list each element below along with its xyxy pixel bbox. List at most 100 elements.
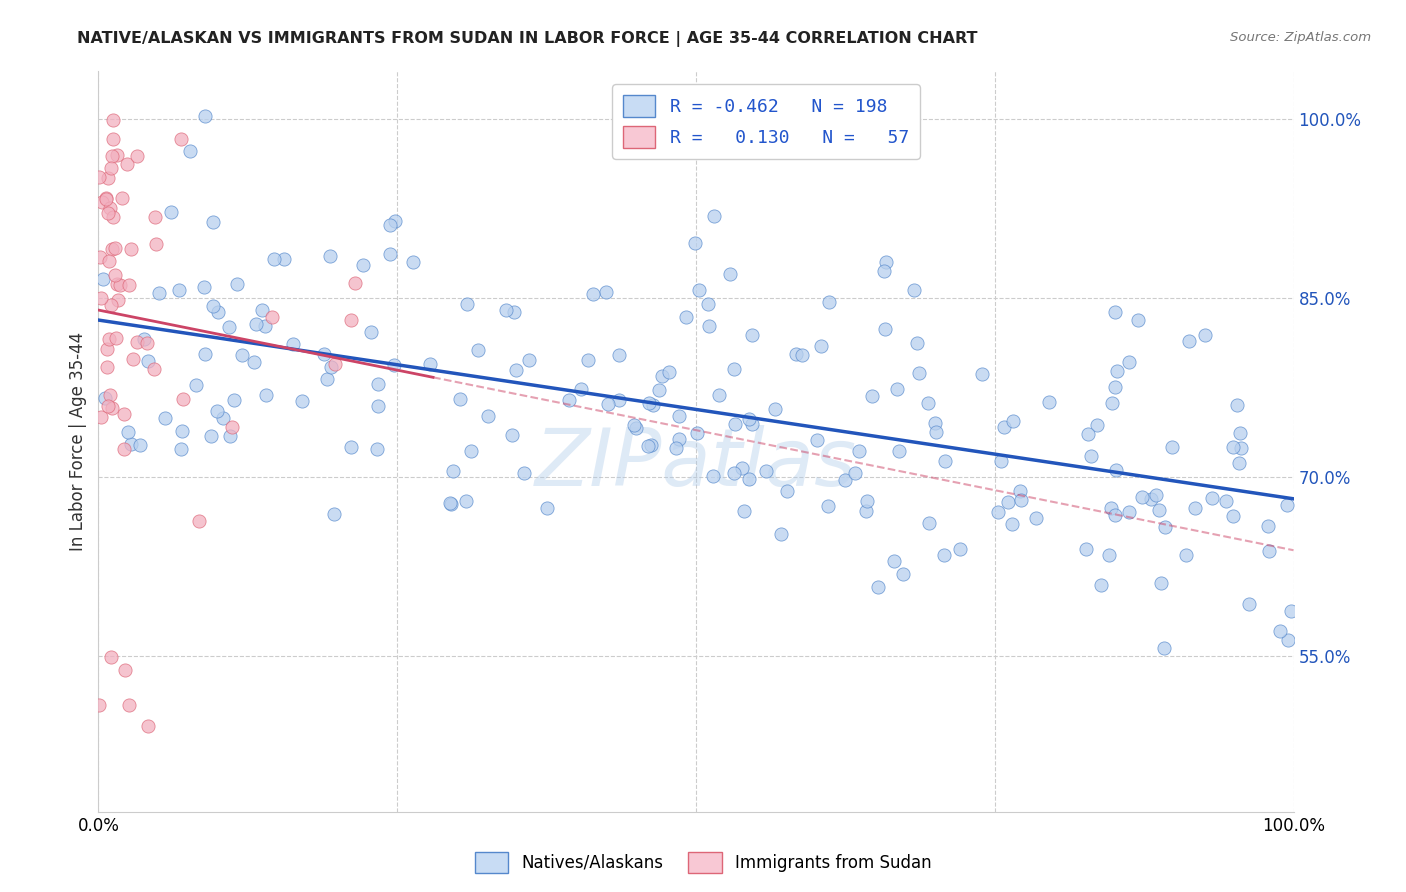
Point — [1025, 511, 1047, 525]
Point — [637, 396, 659, 410]
Point — [419, 357, 441, 371]
Point — [366, 442, 388, 456]
Point — [668, 433, 690, 447]
Point — [569, 382, 592, 396]
Point — [382, 359, 405, 373]
Point — [997, 494, 1019, 508]
Point — [115, 157, 138, 171]
Point — [860, 389, 883, 403]
Point — [193, 280, 215, 294]
Point — [250, 302, 273, 317]
Point — [231, 348, 253, 362]
Point — [536, 501, 558, 516]
Point — [325, 357, 347, 371]
Point — [1101, 395, 1123, 409]
Point — [201, 214, 224, 228]
Point — [263, 252, 285, 267]
Point — [245, 317, 267, 331]
Point — [200, 428, 222, 442]
Point — [312, 347, 335, 361]
Point — [598, 397, 620, 411]
Point — [723, 362, 745, 376]
Point — [873, 264, 896, 278]
Point — [1177, 334, 1199, 349]
Point — [97, 171, 120, 186]
Point — [194, 109, 217, 123]
Point — [640, 437, 662, 451]
Point — [686, 425, 709, 440]
Point — [114, 664, 136, 678]
Point — [105, 331, 128, 345]
Point — [101, 211, 124, 225]
Point — [100, 298, 122, 312]
Text: ZIPatlas: ZIPatlas — [534, 425, 858, 503]
Point — [513, 466, 536, 480]
Point — [658, 365, 681, 379]
Point — [637, 439, 659, 453]
Point — [94, 391, 117, 405]
Point — [1270, 624, 1292, 638]
Point — [856, 494, 879, 508]
Point — [456, 493, 478, 508]
Point — [120, 437, 142, 451]
Point — [1277, 633, 1299, 648]
Point — [702, 469, 724, 483]
Point — [1229, 441, 1251, 455]
Point — [1010, 493, 1032, 508]
Point — [101, 112, 124, 127]
Point — [949, 541, 972, 556]
Point — [688, 283, 710, 297]
Point — [179, 145, 201, 159]
Point — [1104, 380, 1126, 394]
Point — [143, 362, 166, 376]
Point — [366, 376, 388, 391]
Point — [222, 393, 245, 408]
Point — [111, 191, 134, 205]
Point — [1222, 509, 1244, 524]
Point — [118, 698, 141, 713]
Point — [201, 299, 224, 313]
Point — [886, 382, 908, 396]
Point — [668, 409, 690, 423]
Point — [243, 355, 266, 369]
Point — [1215, 493, 1237, 508]
Point — [100, 649, 122, 664]
Point — [132, 333, 155, 347]
Point — [810, 338, 832, 352]
Point — [1090, 578, 1112, 592]
Point — [187, 514, 209, 528]
Point — [169, 132, 191, 146]
Point — [1130, 490, 1153, 504]
Point — [495, 302, 517, 317]
Point — [96, 191, 118, 205]
Point — [112, 442, 135, 456]
Point — [319, 249, 342, 263]
Point — [98, 388, 121, 402]
Point — [641, 398, 664, 412]
Point — [651, 369, 673, 384]
Point — [1085, 418, 1108, 433]
Point — [1150, 576, 1173, 591]
Point — [905, 336, 928, 351]
Point — [380, 219, 402, 233]
Point — [112, 407, 135, 421]
Point — [817, 294, 839, 309]
Point — [460, 443, 482, 458]
Point — [170, 442, 193, 456]
Point — [1140, 492, 1163, 507]
Point — [98, 333, 121, 347]
Point — [402, 255, 425, 269]
Point — [291, 393, 314, 408]
Point — [104, 242, 127, 256]
Point — [1175, 549, 1198, 563]
Point — [97, 206, 120, 220]
Point — [1227, 456, 1250, 470]
Point — [153, 410, 176, 425]
Point — [104, 268, 127, 283]
Point — [1099, 501, 1122, 516]
Point — [105, 277, 128, 291]
Point — [145, 236, 167, 251]
Point — [889, 443, 911, 458]
Point — [207, 305, 229, 319]
Point — [380, 247, 402, 261]
